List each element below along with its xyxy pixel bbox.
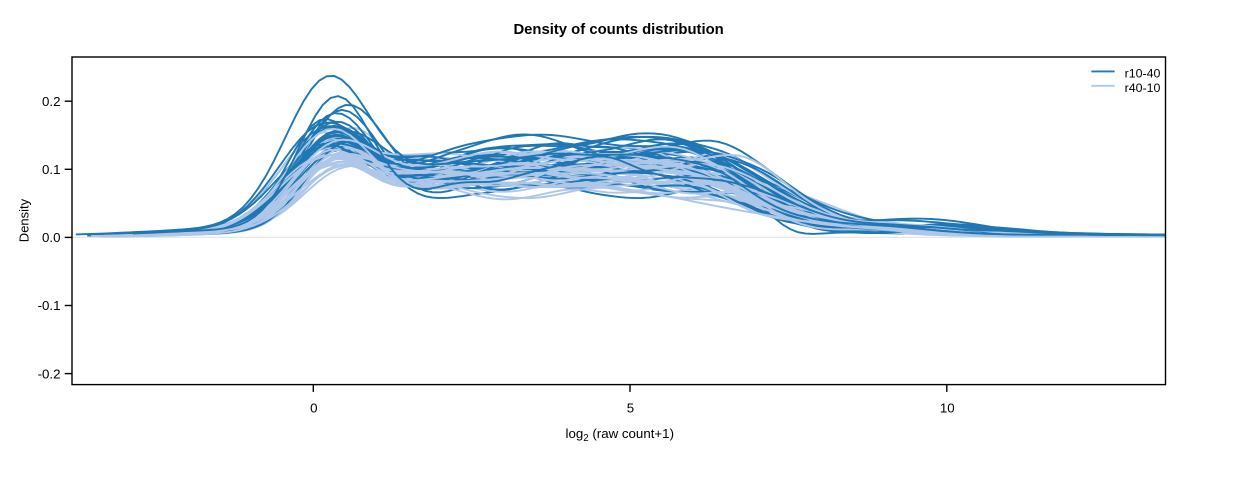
svg-text:10: 10 (940, 401, 955, 416)
svg-text:-0.2: -0.2 (38, 366, 61, 381)
svg-text:Density: Density (17, 198, 32, 242)
svg-text:5: 5 (627, 401, 634, 416)
svg-text:0.1: 0.1 (42, 162, 61, 177)
svg-text:0.0: 0.0 (42, 230, 61, 245)
svg-text:0: 0 (310, 401, 317, 416)
svg-text:0.2: 0.2 (42, 94, 61, 109)
svg-text:r10-40: r10-40 (1125, 66, 1161, 80)
svg-text:Density of counts distribution: Density of counts distribution (513, 22, 723, 38)
svg-text:log2 (raw count+1): log2 (raw count+1) (566, 426, 675, 444)
svg-text:r40-10: r40-10 (1125, 81, 1161, 95)
svg-text:-0.1: -0.1 (38, 298, 61, 313)
